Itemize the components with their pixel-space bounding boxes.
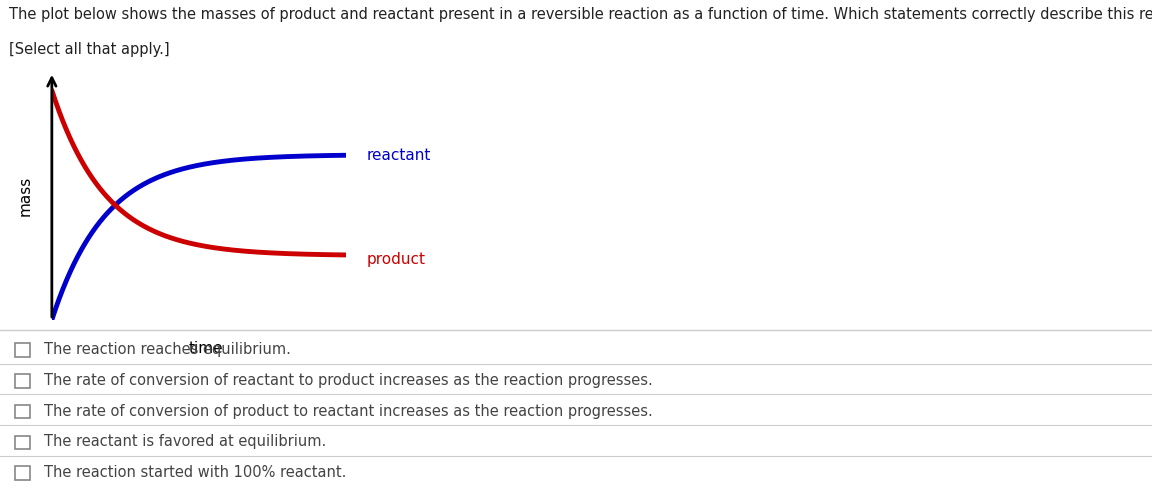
Bar [15, 374, 30, 388]
Bar [15, 466, 30, 480]
Bar [15, 343, 30, 357]
Bar [15, 435, 30, 449]
Text: mass: mass [18, 176, 33, 216]
Text: The plot below shows the masses of product and reactant present in a reversible : The plot below shows the masses of produ… [9, 7, 1152, 22]
Text: The reaction started with 100% reactant.: The reaction started with 100% reactant. [44, 465, 346, 480]
Text: time: time [189, 341, 223, 356]
Text: The rate of conversion of reactant to product increases as the reaction progress: The rate of conversion of reactant to pr… [44, 373, 652, 388]
Bar [15, 405, 30, 419]
Text: [Select all that apply.]: [Select all that apply.] [9, 42, 169, 57]
Text: The reactant is favored at equilibrium.: The reactant is favored at equilibrium. [44, 434, 326, 449]
Text: product: product [366, 252, 425, 267]
Text: reactant: reactant [366, 148, 431, 163]
Text: The reaction reaches equilibrium.: The reaction reaches equilibrium. [44, 342, 290, 357]
Text: The rate of conversion of product to reactant increases as the reaction progress: The rate of conversion of product to rea… [44, 404, 652, 419]
